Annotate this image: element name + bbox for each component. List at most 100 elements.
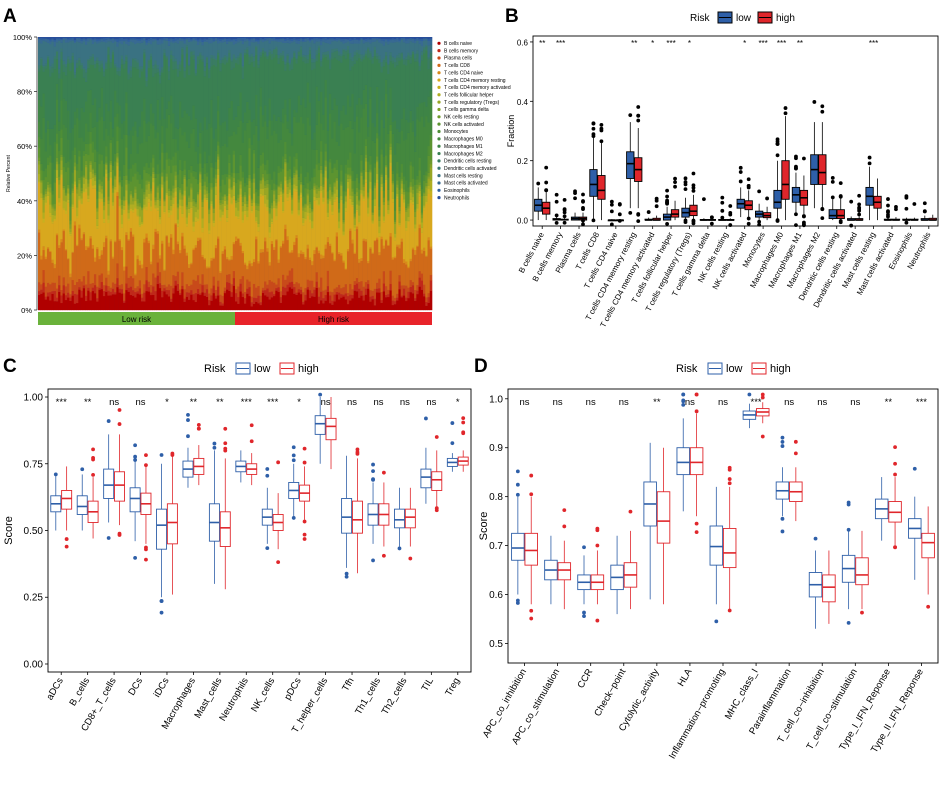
bar-segment	[273, 114, 276, 131]
legend-swatch	[437, 78, 441, 82]
box-high	[524, 532, 538, 566]
bar-segment	[389, 162, 393, 167]
bar-segment	[129, 275, 133, 287]
bar-segment	[252, 134, 256, 150]
bar-segment	[98, 191, 101, 199]
bar-segment	[118, 40, 122, 44]
bar-segment	[295, 169, 298, 171]
bar-segment	[174, 187, 178, 192]
bar-segment	[277, 185, 281, 187]
bar-segment	[333, 199, 337, 202]
bar-segment	[187, 299, 191, 311]
bar-segment	[335, 287, 339, 293]
bar-segment	[60, 39, 63, 43]
bar-segment	[373, 288, 377, 299]
bar-segment	[235, 216, 238, 237]
bar-segment	[308, 290, 312, 299]
bar-segment	[80, 290, 84, 298]
bar-segment	[71, 190, 75, 193]
bar-segment	[268, 213, 272, 227]
bar-segment	[172, 288, 175, 294]
bar-segment	[51, 41, 54, 64]
bar-segment	[288, 168, 292, 177]
bar-segment	[167, 165, 171, 189]
bar-segment	[418, 193, 422, 197]
bar-segment	[427, 45, 431, 58]
bar-segment	[60, 177, 63, 240]
outlier-point	[159, 453, 164, 457]
bar-segment	[308, 39, 312, 41]
significance-label: ***	[666, 39, 675, 48]
bar-segment	[391, 202, 395, 258]
bar-segment	[420, 40, 424, 46]
bar-segment	[58, 205, 61, 246]
bar-segment	[295, 40, 298, 44]
bar-segment	[237, 238, 240, 240]
bar-segment	[163, 37, 166, 40]
bar-segment	[398, 275, 401, 282]
bar-segment	[235, 172, 238, 184]
outlier-point	[117, 408, 122, 412]
outlier-point	[709, 221, 714, 226]
outlier-point	[133, 458, 138, 462]
bar-segment	[288, 182, 292, 190]
bar-segment	[140, 66, 144, 69]
bar-segment	[304, 258, 307, 289]
bar-segment	[284, 61, 287, 65]
y-tick-label: 20%	[17, 251, 32, 260]
bar-segment	[49, 292, 52, 301]
bar-segment	[268, 299, 272, 311]
bar-segment	[165, 180, 169, 194]
bar-segment	[123, 209, 126, 214]
bar-segment	[418, 170, 422, 183]
bar-segment	[217, 280, 220, 287]
bar-segment	[268, 279, 272, 293]
bar-segment	[311, 62, 314, 71]
legend-label-high: high	[298, 363, 319, 375]
bar-segment	[147, 38, 151, 41]
bar-segment	[230, 69, 234, 102]
bar-segment	[190, 183, 193, 188]
bar-segment	[344, 58, 348, 115]
bar-segment	[105, 173, 108, 178]
bar-segment	[140, 111, 144, 144]
bar-segment	[73, 39, 77, 42]
bar-segment	[67, 184, 70, 188]
bar-segment	[411, 42, 415, 51]
bar-segment	[64, 127, 68, 163]
box-high	[597, 175, 606, 200]
bar-segment	[167, 296, 171, 311]
bar-segment	[62, 37, 66, 38]
bar-segment	[114, 65, 117, 68]
bar-segment	[111, 205, 115, 210]
bar-segment	[337, 228, 341, 231]
bar-segment	[143, 292, 146, 302]
bar-segment	[223, 55, 227, 58]
bar-segment	[293, 37, 296, 39]
bar-segment	[82, 177, 86, 184]
bar-segment	[127, 79, 131, 136]
bar-segment	[183, 66, 187, 71]
bar-segment	[331, 168, 334, 174]
bar-segment	[346, 95, 350, 127]
outlier-point	[581, 205, 585, 210]
bar-segment	[125, 175, 128, 180]
bar-segment	[96, 198, 99, 208]
bar-segment	[425, 175, 428, 183]
bar-segment	[340, 110, 343, 124]
bar-segment	[49, 250, 52, 253]
significance-label: ns	[685, 397, 695, 408]
bar-segment	[329, 201, 332, 205]
bar-segment	[378, 206, 381, 210]
bar-segment	[398, 40, 401, 43]
legend-label: Plasma cells	[444, 56, 473, 62]
bar-segment	[196, 195, 200, 210]
bar-segment	[179, 189, 182, 193]
bar-segment	[299, 197, 303, 251]
bar-segment	[167, 79, 171, 102]
bar-segment	[427, 155, 431, 173]
bar-segment	[371, 252, 375, 254]
bar-segment	[326, 291, 330, 311]
bar-segment	[362, 286, 366, 296]
bar-segment	[221, 253, 225, 296]
